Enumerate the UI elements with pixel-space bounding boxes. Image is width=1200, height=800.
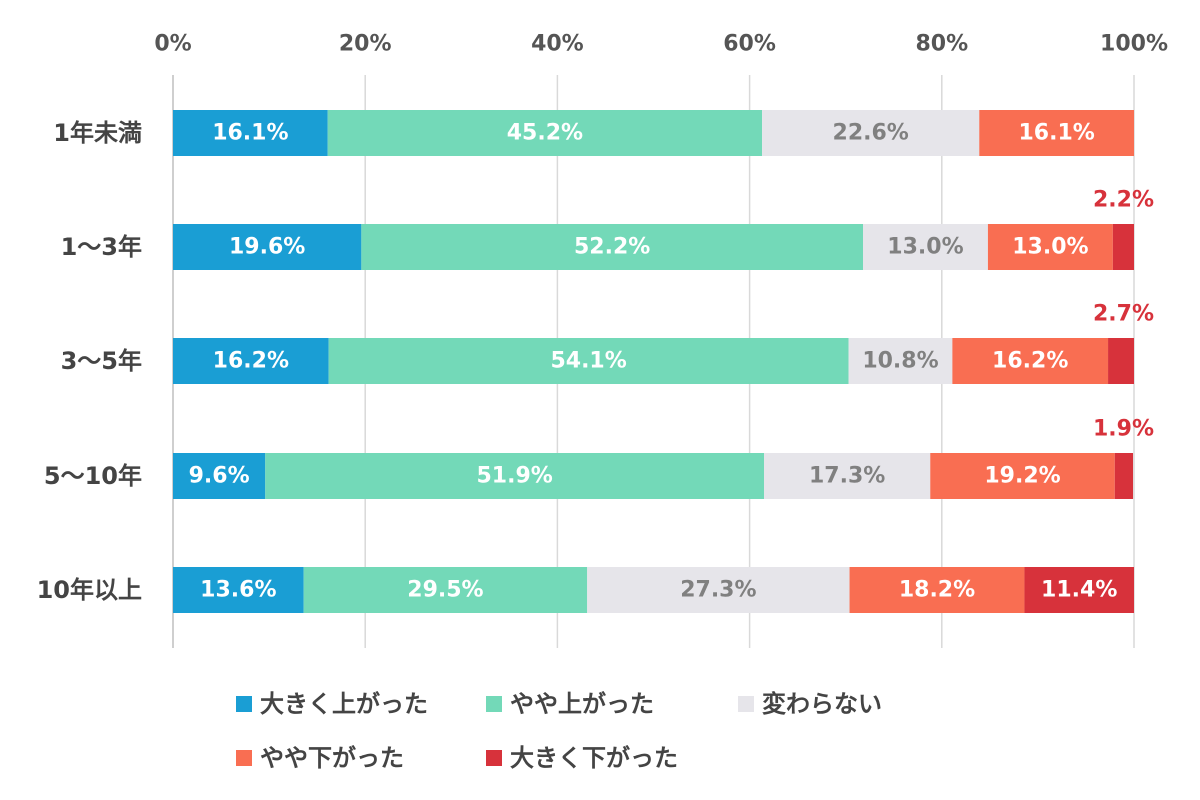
- data-label: 10.8%: [862, 349, 938, 374]
- bar-segment: [173, 567, 304, 613]
- bar-segment: [303, 567, 588, 613]
- data-label: 9.6%: [189, 464, 250, 489]
- data-label: 54.1%: [550, 349, 626, 374]
- data-label: 1.9%: [1093, 417, 1154, 442]
- bar-segment: [987, 224, 1113, 270]
- bar-segment: [848, 338, 953, 384]
- category-label: 3〜5年: [61, 347, 142, 375]
- data-label: 16.1%: [212, 121, 288, 146]
- data-label: 45.2%: [507, 121, 583, 146]
- x-tick-label: 100%: [1100, 32, 1168, 57]
- data-label: 13.0%: [887, 235, 963, 260]
- x-axis-ticks: 0% 20% 40% 60% 80% 100%: [154, 32, 1168, 57]
- x-tick-label: 40%: [531, 32, 584, 57]
- bar-segment: [1112, 224, 1134, 270]
- data-label: 16.1%: [1018, 121, 1094, 146]
- bar-segment: [361, 224, 863, 270]
- legend-label: 大きく下がった: [510, 744, 678, 772]
- legend-label: やや下がった: [260, 744, 404, 772]
- data-label: 52.2%: [574, 235, 650, 260]
- bar-segment: [930, 453, 1115, 499]
- category-labels: 1年未満 1〜3年 3〜5年 5〜10年 10年以上: [37, 119, 142, 604]
- bar-segment: [173, 110, 328, 156]
- legend-swatch: [236, 696, 252, 712]
- bar-segment: [952, 338, 1109, 384]
- x-tick-label: 80%: [915, 32, 968, 57]
- data-label: 16.2%: [213, 349, 289, 374]
- legend-label: 大きく上がった: [260, 690, 428, 718]
- bar-segment: [764, 453, 931, 499]
- category-label: 1〜3年: [61, 233, 142, 261]
- data-label: 51.9%: [476, 464, 552, 489]
- legend-swatch: [486, 696, 502, 712]
- category-label: 1年未満: [53, 119, 142, 147]
- data-label: 27.3%: [680, 578, 756, 603]
- data-label: 22.6%: [833, 121, 909, 146]
- legend-swatch: [738, 696, 754, 712]
- data-label: 11.4%: [1041, 578, 1117, 603]
- x-tick-label: 0%: [154, 32, 191, 57]
- bar-segment: [1024, 567, 1134, 613]
- bar-segment: [173, 338, 329, 384]
- legend-label: やや上がった: [510, 690, 654, 718]
- bar-segment: [173, 453, 266, 499]
- bar-segment: [327, 110, 763, 156]
- bars: 16.1% 45.2% 22.6% 16.1% 19.6% 52.2% 13.0% 13.0%…: [173, 110, 1154, 613]
- bar-segment: [173, 224, 362, 270]
- bar-segment: [762, 110, 980, 156]
- data-label: 18.2%: [899, 578, 975, 603]
- bar-segment: [1108, 338, 1134, 384]
- bar-segment: [849, 567, 1025, 613]
- bar-segment: [328, 338, 849, 384]
- data-label: 16.2%: [992, 349, 1068, 374]
- data-label: 29.5%: [407, 578, 483, 603]
- category-label: 10年以上: [37, 576, 142, 604]
- x-tick-label: 60%: [723, 32, 776, 57]
- legend-label: 変わらない: [762, 690, 882, 718]
- data-label: 17.3%: [809, 464, 885, 489]
- category-label: 5〜10年: [44, 462, 142, 490]
- data-label: 13.0%: [1012, 235, 1088, 260]
- x-tick-label: 20%: [339, 32, 392, 57]
- bar-segment: [265, 453, 765, 499]
- data-label: 2.2%: [1093, 188, 1154, 213]
- legend-swatch: [236, 750, 252, 766]
- data-label: 19.2%: [984, 464, 1060, 489]
- data-label: 19.6%: [229, 235, 305, 260]
- data-label: 2.7%: [1093, 302, 1154, 327]
- bar-segment: [862, 224, 988, 270]
- data-label: 13.6%: [200, 578, 276, 603]
- bar-segment: [979, 110, 1134, 156]
- bar-segment: [1114, 453, 1134, 499]
- bar-segment: [587, 567, 850, 613]
- legend-swatch: [486, 750, 502, 766]
